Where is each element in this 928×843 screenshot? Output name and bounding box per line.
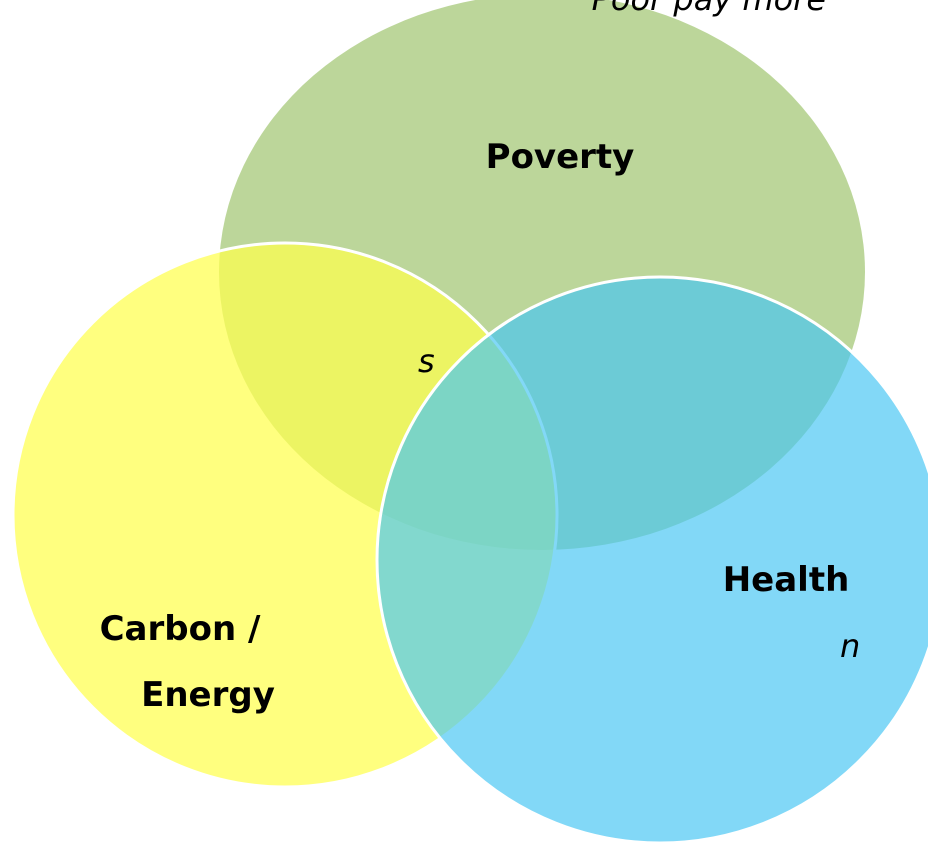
text-fragment: s — [418, 342, 435, 380]
note-text: Poor pay more — [592, 0, 826, 18]
health-label: Health — [723, 560, 850, 600]
health-circle — [375, 275, 928, 843]
carbon-label: Carbon / — [100, 609, 261, 649]
text-fragment: n — [840, 627, 860, 665]
carbon-label: Energy — [141, 675, 275, 715]
poverty-label: Poverty — [486, 137, 635, 177]
